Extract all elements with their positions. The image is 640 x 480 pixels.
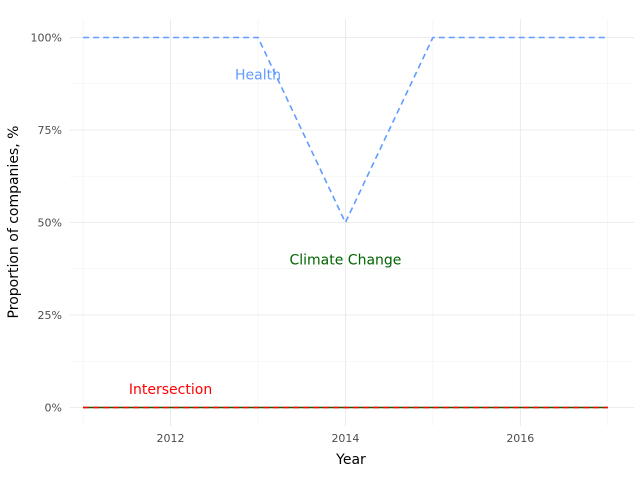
x-axis-title: Year [335,452,366,468]
series-label-health: Health [235,68,281,84]
x-tick-label: 2012 [157,432,185,445]
y-axis-title: Proportion of companies, % [6,126,22,319]
series-label-intersection: Intersection [129,382,212,398]
y-tick-label: 50% [38,217,62,230]
x-tick-label: 2016 [506,432,534,445]
x-axis-tick-labels: 2012 2014 2016 [157,432,535,445]
y-tick-label: 25% [38,309,62,322]
major-gridlines [70,19,634,426]
x-tick-label: 2014 [331,432,359,445]
y-tick-label: 75% [38,124,62,137]
series-lines [83,36,608,409]
y-tick-label: 0% [45,402,62,415]
series-line-health [83,36,608,225]
series-labels: Health Climate Change Intersection [129,68,402,399]
y-axis-tick-labels: 0% 25% 50% 75% 100% [31,32,62,415]
y-tick-label: 100% [31,32,62,45]
series-label-climate-change: Climate Change [289,253,401,269]
